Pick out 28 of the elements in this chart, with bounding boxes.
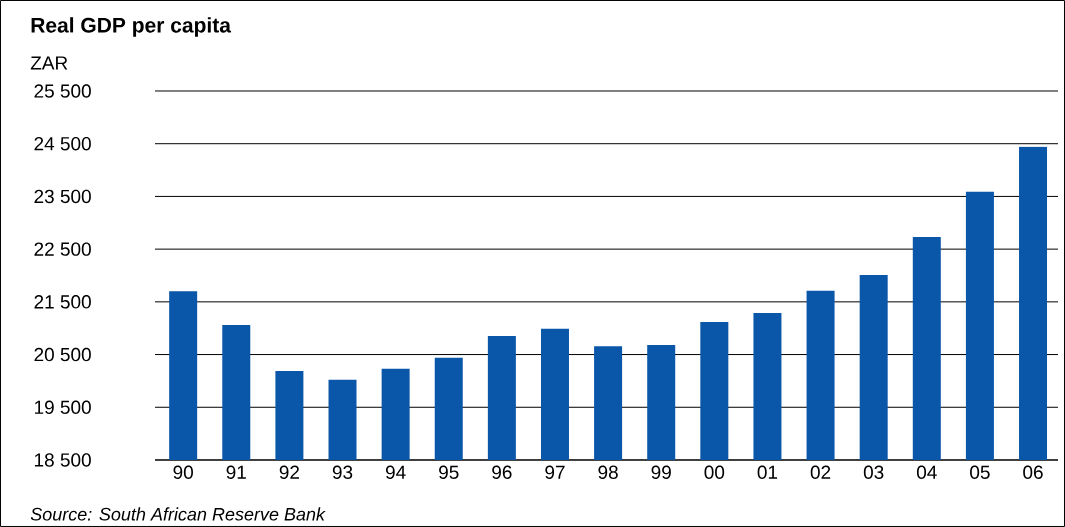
y-tick-label: 23 500: [34, 189, 91, 204]
y-tick-label: 22 500: [34, 242, 91, 256]
source-note: Source: South African Reserve Bank: [30, 507, 326, 521]
chart-title: Real GDP per capita: [31, 17, 232, 37]
x-tick-label: 90: [173, 465, 193, 479]
x-tick-label: 99: [651, 465, 671, 479]
y-tick-label: 24 500: [34, 136, 91, 151]
x-tick-label: 92: [279, 465, 300, 479]
x-tick-label: 96: [492, 465, 512, 479]
x-tick-label: 01: [757, 465, 778, 479]
x-tick-label: 00: [704, 465, 725, 479]
x-tick-label: 98: [598, 465, 618, 479]
x-tick-label: 97: [545, 465, 565, 479]
x-tick-label: 93: [332, 465, 353, 479]
x-tick-label: 06: [1023, 465, 1043, 479]
y-tick-label: 21 500: [34, 295, 91, 309]
x-tick-label: 95: [439, 465, 459, 479]
y-tick-label: 18 500: [34, 453, 91, 467]
x-tick-label: 05: [970, 465, 990, 479]
x-tick-label: 94: [385, 465, 406, 479]
x-tick-label: 02: [810, 465, 831, 479]
x-tick-label: 03: [863, 465, 884, 479]
y-tick-label: 19 500: [34, 400, 91, 414]
y-tick-label: 25 500: [34, 84, 91, 98]
x-tick-label: 04: [916, 465, 937, 479]
text: ZAR: [30, 56, 68, 70]
y-tick-label: 20 500: [34, 347, 91, 362]
x-tick-label: 91: [226, 465, 246, 479]
